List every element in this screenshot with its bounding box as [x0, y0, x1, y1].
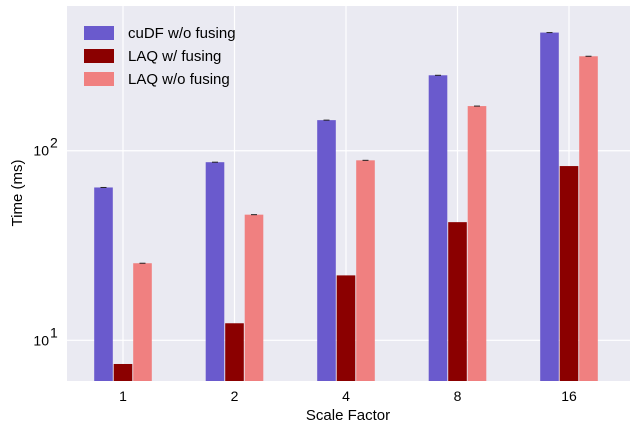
y-tick-exp-0: 1 [50, 324, 58, 340]
bar-s0-16 [540, 32, 559, 381]
legend-label-cudf-wo-fusing: cuDF w/o fusing [128, 25, 236, 42]
bar-s1-16 [559, 166, 579, 381]
bar-s0-2 [205, 162, 225, 381]
bar-s2-8 [467, 106, 487, 382]
legend-label-laq-w-fusing: LAQ w/ fusing [128, 48, 221, 65]
x-tick-label-8: 8 [454, 388, 462, 404]
y-tick-exp-1: 2 [50, 135, 58, 151]
x-tick-label-2: 2 [231, 388, 239, 404]
y-tick-base-0: 10 [33, 332, 49, 348]
bar-s1-8 [448, 222, 467, 381]
bar-s1-2 [225, 323, 244, 381]
bar-s1-4 [336, 275, 356, 381]
legend-swatch-laq-w-fusing [84, 49, 114, 63]
bar-s0-4 [317, 120, 336, 382]
x-axis-label: Scale Factor [306, 407, 390, 424]
y-tick-base-1: 10 [33, 143, 49, 159]
x-tick-label-1: 1 [119, 388, 127, 404]
bars [94, 32, 598, 382]
bar-s1-1 [113, 363, 133, 381]
bar-s2-16 [579, 56, 598, 381]
bar-s2-4 [356, 160, 375, 381]
bar-s0-1 [94, 187, 113, 381]
legend-swatch-cudf-wo-fusing [84, 26, 114, 40]
bar-s2-2 [244, 214, 264, 381]
legend-swatch-laq-wo-fusing [84, 72, 114, 86]
y-tick-label-0: 10 1 [33, 324, 58, 348]
legend-label-laq-wo-fusing: LAQ w/o fusing [128, 71, 230, 88]
bar-s2-1 [133, 263, 152, 381]
legend: cuDF w/o fusing LAQ w/ fusing LAQ w/o fu… [84, 25, 236, 88]
y-axis-label: Time (ms) [9, 160, 26, 227]
x-tick-label-4: 4 [342, 388, 350, 404]
x-tick-label-16: 16 [561, 388, 577, 404]
y-tick-label-1: 10 2 [33, 135, 58, 159]
x-axis-ticks: 1 2 4 8 16 [119, 388, 577, 404]
bar-s0-8 [428, 75, 448, 381]
